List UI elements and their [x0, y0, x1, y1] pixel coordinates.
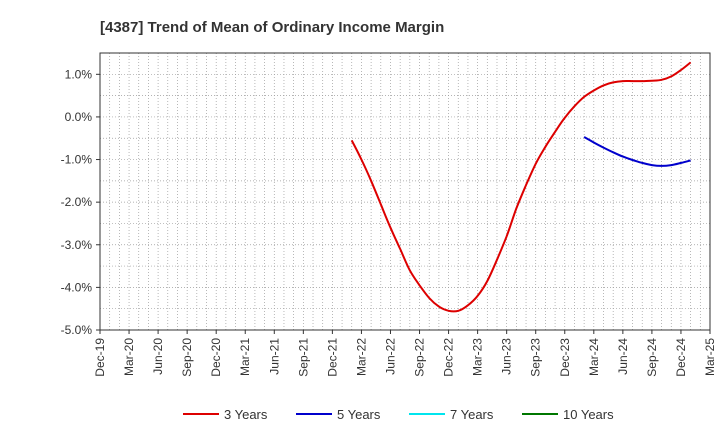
x-tick-label: Mar-21 [238, 338, 252, 376]
x-tick-label: Jun-24 [616, 338, 630, 375]
x-tick-label: Sep-23 [529, 338, 543, 377]
grid-lines [100, 53, 710, 330]
x-tick-label: Dec-24 [674, 338, 688, 377]
legend-label: 7 Years [450, 407, 494, 422]
x-tick-label: Mar-25 [703, 338, 717, 376]
x-axis: Dec-19 Mar-20 Jun-20 Sep-20 Dec-20 Mar-21 Jun-… [93, 330, 717, 377]
x-tick-label: Dec-20 [209, 338, 223, 377]
x-tick-label: Jun-23 [500, 338, 514, 375]
x-tick-label: Sep-24 [645, 338, 659, 377]
legend-label: 10 Years [563, 407, 614, 422]
x-tick-label: Dec-21 [325, 338, 339, 377]
x-tick-label: Dec-22 [442, 338, 456, 377]
y-axis: 1.0% 0.0% -1.0% -2.0% -3.0% -4.0% -5.0% [61, 67, 100, 337]
legend-label: 3 Years [224, 407, 268, 422]
plot-area [100, 53, 710, 330]
x-tick-label: Jun-21 [267, 338, 281, 375]
series-line-3-years [350, 61, 692, 313]
series-lines [350, 61, 692, 313]
legend: 3 Years 5 Years 7 Years 10 Years [183, 407, 614, 422]
y-tick-label: -2.0% [61, 195, 93, 209]
y-tick-label: 0.0% [65, 110, 93, 124]
x-tick-label: Mar-24 [587, 338, 601, 376]
chart-title: [4387] Trend of Mean of Ordinary Income … [100, 19, 444, 36]
x-tick-label: Mar-23 [471, 338, 485, 376]
y-tick-label: 1.0% [65, 67, 93, 81]
y-tick-label: -1.0% [61, 153, 93, 167]
series-line-5-years [583, 136, 691, 167]
x-tick-label: Sep-21 [296, 338, 310, 377]
legend-label: 5 Years [337, 407, 381, 422]
x-tick-label: Jun-22 [383, 338, 397, 375]
y-tick-label: -3.0% [61, 238, 93, 252]
plot-frame [99, 52, 711, 331]
x-tick-label: Dec-23 [558, 338, 572, 377]
x-tick-label: Mar-22 [354, 338, 368, 376]
x-tick-label: Dec-19 [93, 338, 107, 377]
x-tick-label: Sep-22 [413, 338, 427, 377]
x-tick-label: Mar-20 [122, 338, 136, 376]
y-tick-label: -5.0% [61, 323, 93, 337]
x-tick-label: Sep-20 [180, 338, 194, 377]
y-tick-label: -4.0% [61, 280, 93, 294]
x-tick-label: Jun-20 [151, 338, 165, 375]
